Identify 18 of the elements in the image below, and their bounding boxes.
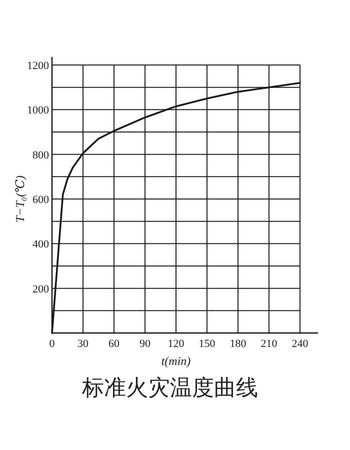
y-tick-label: 1200 <box>27 60 50 72</box>
y-axis-title: T−T₀(℃) <box>13 175 27 223</box>
y-tick-label: 200 <box>32 283 50 296</box>
x-tick-label: 90 <box>140 338 151 350</box>
x-tick-label: 0 <box>49 338 56 350</box>
text: 标准火灾温度曲线 <box>81 375 258 400</box>
x-tick-label: 120 <box>168 338 185 350</box>
y-tick-label: 800 <box>32 149 50 162</box>
y-tick-label: 1000 <box>27 104 50 117</box>
x-tick-label: 210 <box>260 338 278 350</box>
x-tick-label: 180 <box>230 338 247 350</box>
x-axis-title: t(min) <box>161 354 191 368</box>
x-tick-label: 30 <box>78 338 89 350</box>
x-tick-label: 240 <box>292 338 309 350</box>
x-tick-label: 150 <box>198 338 216 350</box>
y-tick-label: 400 <box>32 238 50 251</box>
y-tick-label: 600 <box>32 194 50 206</box>
x-tick-label: 60 <box>108 338 120 350</box>
